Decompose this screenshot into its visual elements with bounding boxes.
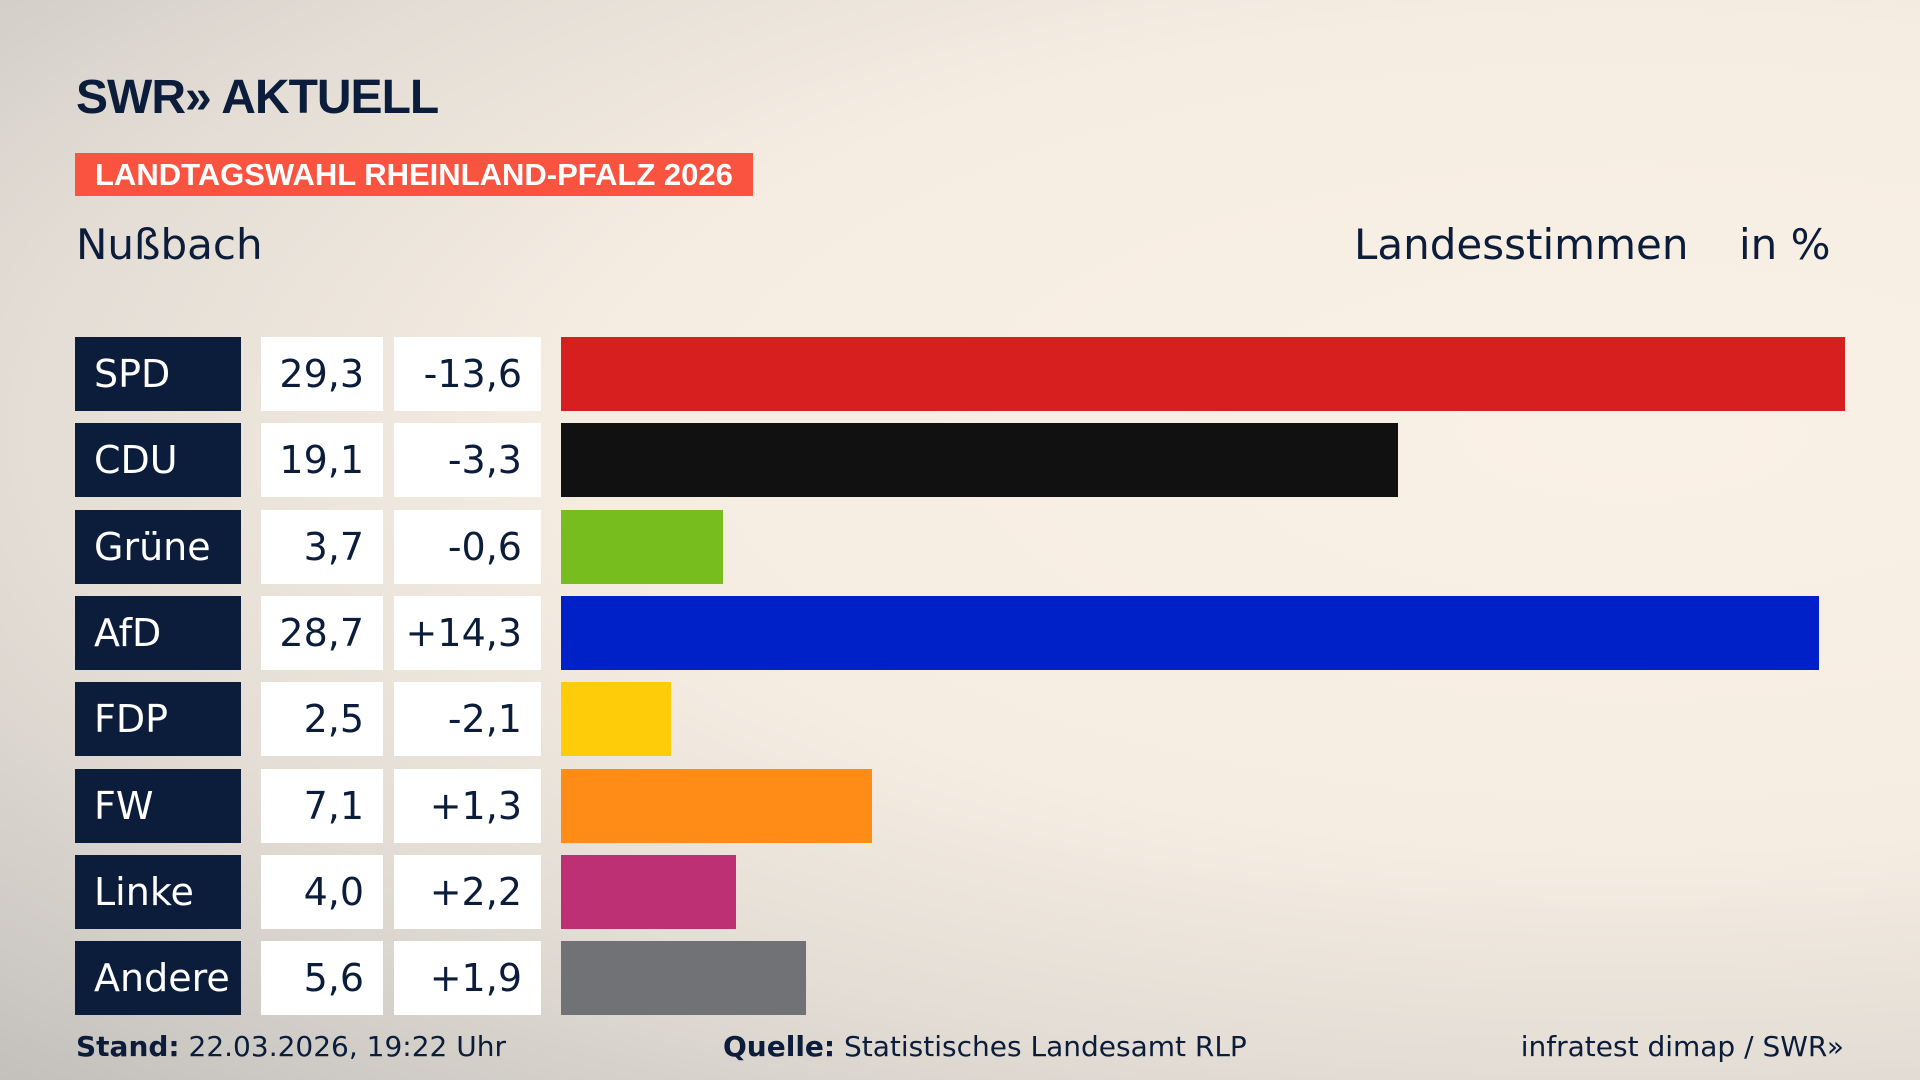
swr-aktuell-logo: SWR» AKTUELL	[76, 71, 439, 124]
diff-label: -13,6	[394, 337, 541, 411]
party-label: CDU	[75, 423, 241, 498]
credit: infratest dimap / SWR»	[1520, 1030, 1844, 1063]
party-label: SPD	[75, 337, 241, 411]
unit-label: in %	[1739, 220, 1831, 269]
party-label: Andere	[75, 941, 241, 1016]
bar-afd	[561, 595, 1819, 670]
election-banner: LANDTAGSWAHL RHEINLAND-PFALZ 2026	[75, 153, 753, 196]
value-label: 3,7	[261, 509, 383, 584]
diff-label: +2,2	[394, 854, 541, 929]
diff-label: +1,9	[394, 941, 541, 1016]
diff-label: -0,6	[394, 509, 541, 584]
party-label: Linke	[75, 854, 241, 929]
bar-andere	[561, 941, 807, 1016]
value-label: 7,1	[261, 768, 383, 843]
diff-label: +14,3	[394, 595, 541, 670]
value-label: 28,7	[261, 595, 383, 670]
party-label: AfD	[75, 595, 241, 670]
diff-label: -2,1	[394, 682, 541, 757]
source-value: Statistisches Landesamt RLP	[844, 1030, 1247, 1063]
diff-label: +1,3	[394, 768, 541, 843]
bar-cdu	[561, 423, 1398, 498]
bar-grüne	[561, 509, 724, 584]
source: Quelle: Statistisches Landesamt RLP	[723, 1030, 1247, 1063]
party-label: FDP	[75, 682, 241, 757]
value-label: 4,0	[261, 854, 383, 929]
bar-spd	[561, 337, 1845, 411]
value-label: 5,6	[261, 941, 383, 1016]
diff-label: -3,3	[394, 423, 541, 498]
stand: Stand: 22.03.2026, 19:22 Uhr	[76, 1030, 506, 1063]
source-label: Quelle:	[723, 1030, 836, 1063]
bar-linke	[561, 854, 737, 929]
value-label: 2,5	[261, 682, 383, 757]
party-label: Grüne	[75, 509, 241, 584]
bar-fw	[561, 768, 873, 843]
stand-value: 22.03.2026, 19:22 Uhr	[188, 1030, 506, 1063]
bar-fdp	[561, 682, 671, 757]
value-label: 29,3	[261, 337, 383, 411]
stand-label: Stand:	[76, 1030, 180, 1063]
place-title: Nußbach	[76, 220, 263, 269]
party-label: FW	[75, 768, 241, 843]
value-label: 19,1	[261, 423, 383, 498]
vote-type-label: Landesstimmen	[1354, 220, 1689, 269]
